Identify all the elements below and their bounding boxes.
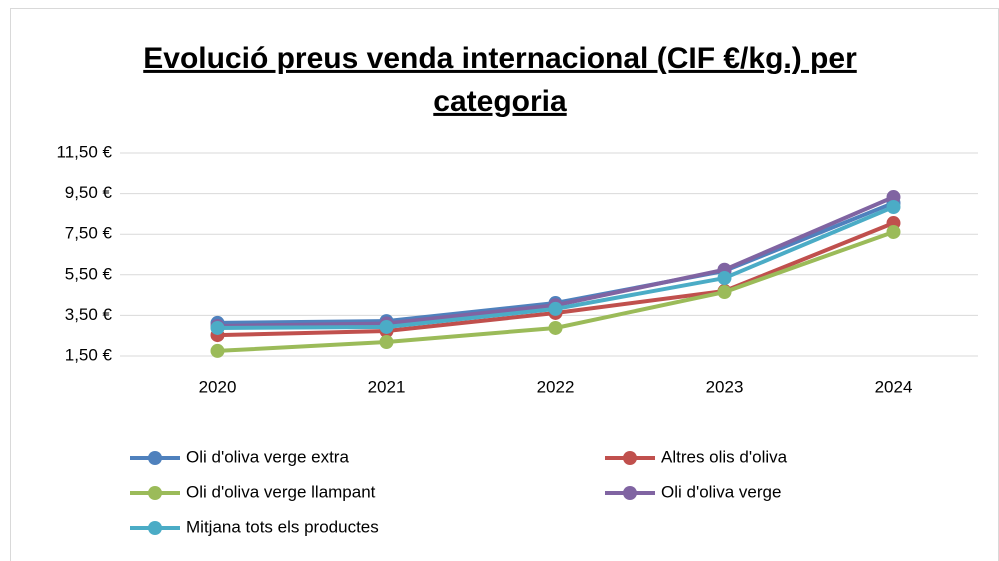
y-tick-label: 3,50 € (65, 305, 113, 324)
point (886, 190, 901, 205)
legend-label: Oli d'oliva verge llampant (186, 482, 376, 501)
legend-marker (148, 451, 162, 465)
y-tick-label: 9,50 € (65, 183, 113, 202)
x-tick-label: 2024 (875, 377, 913, 396)
legend-marker (623, 451, 637, 465)
legend-label: Oli d'oliva verge extra (186, 447, 349, 466)
point (886, 224, 901, 239)
point (548, 301, 563, 316)
chart-title: Evolució preus venda internacional (CIF … (143, 42, 857, 75)
point (210, 343, 225, 358)
legend-marker (148, 521, 162, 535)
point (379, 334, 394, 349)
chart-title: categoria (433, 85, 567, 118)
y-tick-label: 1,50 € (65, 345, 113, 364)
x-tick-label: 2022 (537, 377, 575, 396)
legend-label: Oli d'oliva verge (661, 482, 781, 501)
point (210, 320, 225, 335)
legend-label: Altres olis d'oliva (661, 447, 788, 466)
point (886, 199, 901, 214)
point (379, 319, 394, 334)
legend-label: Mitjana tots els productes (186, 517, 379, 536)
y-tick-label: 5,50 € (65, 264, 113, 283)
legend-marker (623, 486, 637, 500)
x-tick-label: 2023 (706, 377, 744, 396)
legend-marker (148, 486, 162, 500)
y-tick-label: 7,50 € (65, 224, 113, 243)
point (717, 285, 732, 300)
point (548, 320, 563, 335)
x-tick-label: 2021 (368, 377, 406, 396)
x-tick-label: 2020 (199, 377, 237, 396)
y-tick-label: 11,50 € (57, 142, 113, 161)
point (717, 271, 732, 286)
